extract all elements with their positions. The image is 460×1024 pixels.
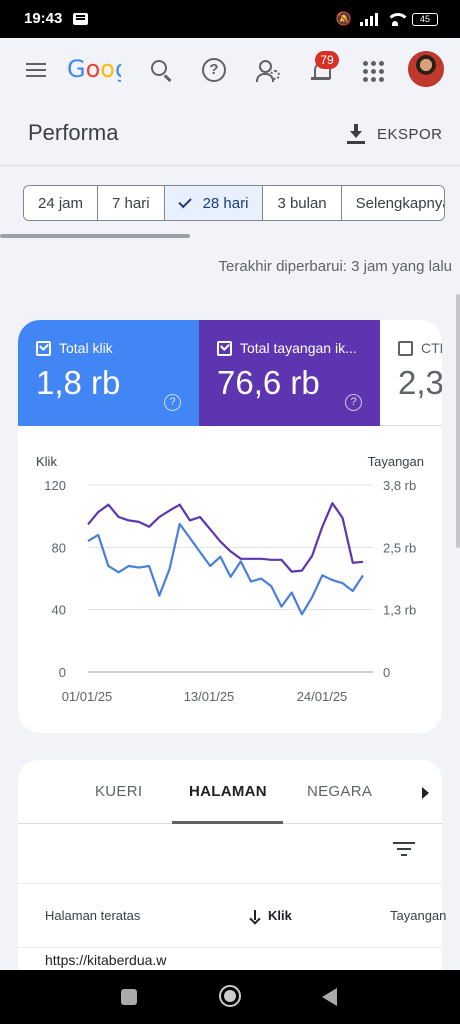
- menu-icon[interactable]: [26, 63, 46, 77]
- wifi-icon: [386, 12, 410, 26]
- active-tab-indicator: [172, 821, 283, 824]
- export-label: EKSPOR: [377, 125, 443, 143]
- chip-3-months[interactable]: 3 bulan: [263, 186, 342, 220]
- page-title: Performa: [28, 120, 119, 145]
- table-row[interactable]: https://kitaberdua.w: [45, 952, 166, 968]
- checkbox-checked-icon: [217, 340, 232, 356]
- table-card: KUERI HALAMAN NEGARA Halaman teratas Kli…: [18, 760, 446, 980]
- x-tick-label: 13/01/25: [184, 689, 235, 704]
- y-left-axis-label: Klik: [36, 454, 57, 469]
- chip-24-hours[interactable]: 24 jam: [24, 186, 99, 220]
- recents-button[interactable]: [121, 989, 137, 1005]
- column-header-top-pages: Halaman teratas: [45, 908, 141, 923]
- system-nav-bar: [0, 970, 460, 1024]
- search-icon[interactable]: [149, 58, 175, 84]
- series-line-klik: [87, 522, 364, 616]
- performance-card: Total klik 1,8 rb ? Total tayangan ik...…: [18, 320, 442, 733]
- y-left-tick-label: 120: [44, 478, 66, 493]
- table-tabs: KUERI HALAMAN NEGARA: [18, 760, 442, 824]
- help-icon[interactable]: ?: [202, 58, 226, 82]
- checkbox-unchecked-icon: [398, 340, 413, 356]
- page-header: Performa EKSPOR: [0, 104, 460, 166]
- y-left-tick-label: 40: [52, 603, 66, 618]
- google-logo[interactable]: Goog: [67, 55, 121, 83]
- status-time: 19:43: [24, 10, 63, 27]
- chip-7-days[interactable]: 7 hari: [98, 186, 165, 220]
- signal-icon: [360, 12, 378, 26]
- date-range-selector: 24 jam 7 hari 28 hari 3 bulan Selengkapn…: [23, 185, 445, 221]
- horizontal-scroll-indicator[interactable]: [0, 234, 190, 238]
- message-notification-icon: [73, 13, 88, 25]
- y-left-tick-label: 80: [52, 540, 66, 555]
- chip-more[interactable]: Selengkapnya: [341, 186, 444, 220]
- metric-total-impressions[interactable]: Total tayangan ik... 76,6 rb ?: [199, 320, 380, 426]
- help-icon[interactable]: ?: [345, 394, 362, 411]
- tab-queries[interactable]: KUERI: [95, 783, 143, 800]
- logo-letter: g: [115, 55, 121, 83]
- chip-28-days[interactable]: 28 hari: [164, 186, 264, 220]
- performance-chart: Klik Tayangan 0 0 40 1,3 rb 80 2,5 rb 120 3,8 r…: [36, 454, 424, 704]
- filter-icon[interactable]: [393, 842, 415, 858]
- y-right-tick-label: 0: [383, 665, 390, 680]
- download-icon: [347, 124, 365, 144]
- metric-value: 2,3: [398, 364, 442, 401]
- y-right-tick-label: 2,5 rb: [383, 540, 416, 555]
- column-header-clicks[interactable]: Klik: [250, 908, 292, 923]
- tab-pages[interactable]: HALAMAN: [189, 783, 267, 800]
- home-button[interactable]: [219, 985, 241, 1007]
- metric-value: 1,8 rb: [36, 364, 121, 401]
- user-settings-icon[interactable]: [255, 58, 281, 84]
- y-right-tick-label: 1,3 rb: [383, 603, 416, 618]
- battery-icon: 45: [412, 12, 438, 26]
- export-button[interactable]: EKSPOR: [347, 124, 443, 144]
- column-header-impressions[interactable]: Tayangan: [390, 908, 447, 923]
- metric-value: 76,6 rb: [217, 364, 320, 401]
- avatar[interactable]: [408, 51, 444, 87]
- metric-total-clicks[interactable]: Total klik 1,8 rb ?: [18, 320, 199, 426]
- checkbox-checked-icon: [36, 340, 51, 356]
- last-updated-text: Terakhir diperbarui: 3 jam yang lalu: [218, 258, 452, 275]
- apps-icon[interactable]: [360, 58, 386, 84]
- table-header: Halaman teratas Klik Tayangan: [18, 883, 446, 948]
- check-icon: [177, 194, 192, 208]
- x-tick-label: 24/01/25: [297, 689, 348, 704]
- app-bar: Goog ?: [0, 38, 460, 104]
- tab-countries[interactable]: NEGARA: [307, 783, 373, 800]
- y-left-tick-label: 0: [59, 665, 66, 680]
- y-right-tick-label: 3,8 rb: [383, 478, 416, 493]
- series-line-tayangan: [87, 502, 364, 573]
- page-url: https://kitaberdua.w: [45, 952, 167, 968]
- back-button[interactable]: [322, 988, 337, 1006]
- notification-badge: 79: [315, 51, 339, 69]
- vertical-scrollbar[interactable]: [456, 294, 460, 548]
- x-tick-label: 01/01/25: [62, 689, 113, 704]
- metric-ctr[interactable]: CTR 2,3: [380, 320, 442, 426]
- y-right-axis-label: Tayangan: [368, 454, 424, 469]
- sort-descending-icon: [250, 909, 260, 922]
- scroll-right-icon[interactable]: [422, 787, 429, 799]
- mute-icon: 🔕: [335, 11, 352, 26]
- status-bar: 19:43 🔕 45: [0, 0, 460, 38]
- logo-letter: o: [85, 55, 101, 83]
- logo-letter: o: [100, 55, 115, 83]
- logo-letter: G: [67, 55, 86, 83]
- help-icon[interactable]: ?: [164, 394, 181, 411]
